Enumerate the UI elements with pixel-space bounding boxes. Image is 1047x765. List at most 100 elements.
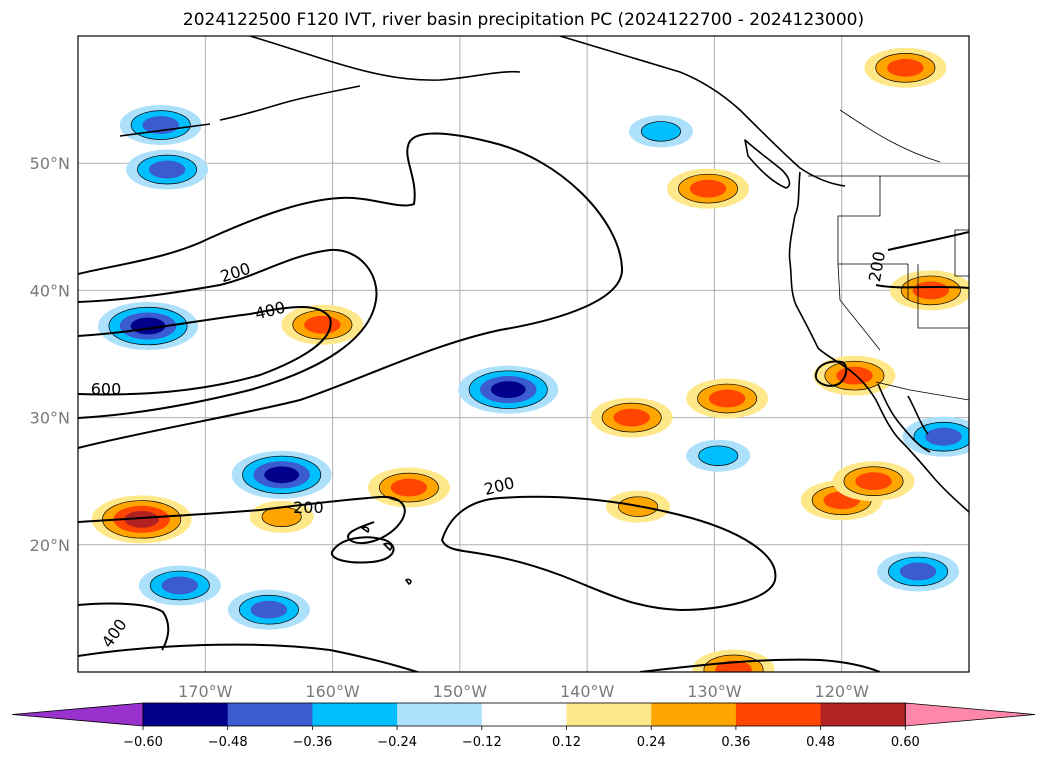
positive-pc-region-0 [91,495,192,544]
colorbar-segment [820,703,906,726]
ivt-contour-label: 600 [91,380,122,399]
pc-level-fill [855,472,892,491]
pc-level-fill [887,58,924,77]
pc-level-fill [161,576,199,595]
colorbar-extend-min [11,702,144,727]
negative-pc-region-9 [877,551,960,592]
lat-tick-label: 50°N [30,154,70,173]
negative-pc-region-0 [98,302,199,351]
coastlines [119,36,969,585]
colorbar-segment [651,703,737,726]
negative-pc-region-8 [902,416,969,457]
positive-pc-region-10 [889,270,969,311]
colorbar-segment [227,703,313,726]
pc-level-fill [390,478,428,497]
lon-tick-label: 140°W [560,682,615,701]
negative-pc-region-1 [126,149,209,190]
colorbar-segment [143,703,229,726]
colorbar-segment [566,703,652,726]
positive-pc-region-5 [686,378,769,419]
lon-tick-label: 160°W [305,682,360,701]
graticule [78,36,969,672]
pc-level-fill [698,445,739,466]
negative-pc-region-10 [686,439,751,472]
pc-level-fill [899,562,937,581]
alaska-coast [249,36,846,187]
pc-level-fill [250,600,288,619]
ivt-contour-socal [814,360,848,387]
positive-pc-region-9 [864,47,947,88]
lat-tick-label: 30°N [30,409,70,428]
colorbar-tick-label: 0.48 [806,735,835,750]
pc-level-fill [925,427,962,446]
lat-tick-label: 40°N [30,281,70,300]
negative-pc-region-2 [231,450,332,499]
lat-tick-label: 20°N [30,536,70,555]
lon-tick-label: 150°W [433,682,488,701]
colorbar-segment [397,703,483,726]
baja-california [877,383,931,453]
map-frame [77,35,970,673]
colorbar-tick-label: 0.60 [891,735,920,750]
colorbar-frame [142,702,906,727]
pc-level-fill [708,389,746,408]
colorbar-segment [735,703,822,726]
colorbar-extend-max [904,702,1036,727]
ivt-contour-label: 200 [293,498,324,517]
colorbar-tick-label: 0.24 [637,735,666,750]
colorbar-tick-label: −0.24 [377,735,417,750]
ivt-contour-600 [78,306,332,396]
colorbar-tick-label: −0.36 [292,735,332,750]
pc-level-fill [912,281,950,300]
ivt-contours [78,132,969,672]
positive-pc-region-8 [813,355,896,396]
north-america-west-coast [788,171,969,513]
lon-tick-label: 170°W [178,682,233,701]
colorbar-tick-label: 0.12 [552,735,581,750]
ivt-contour-200-north [78,132,624,449]
pc-level-fill [304,315,341,334]
lon-tick-label: 130°W [687,682,742,701]
negative-pc-region-4 [138,565,221,606]
precip-pc-fills [91,47,969,672]
hawaii-islands [361,526,412,585]
ivt-contour-200-subtropical-east [441,495,777,611]
negative-pc-region-5 [227,589,310,630]
positive-pc-region-13 [832,461,915,502]
pc-level-fill [148,160,186,179]
negative-pc-region-7 [628,115,693,148]
pc-level-fill [264,466,300,484]
ivt-contour-200-east [875,231,969,289]
pc-level-fill [490,381,526,398]
colorbar-segment [481,703,567,726]
state-borders [837,109,969,351]
axis-tick-labels: 170°W 160°W 150°W 140°W 130°W 120°W 20°N 30°N 40… [30,154,869,701]
chart-title: 2024122500 F120 IVT, river basin precipi… [183,10,864,30]
pc-level-fill [640,121,682,142]
ivt-contour-400-north [78,248,378,419]
negative-pc-region-6 [119,105,202,146]
ivt-contour-bottom [78,643,421,672]
lon-tick-label: 120°W [815,682,870,701]
pc-level-fill [613,408,650,427]
aleutian-chain [119,85,361,137]
ivt-contour-bottom-east [639,658,881,672]
positive-pc-region-1 [281,304,364,345]
positive-pc-region-4 [590,397,673,438]
map-background [78,36,969,672]
negative-pc-region-3 [458,365,559,414]
colorbar-legend: −0.60 −0.48 −0.36 −0.24 −0.12 0.12 0.24 0.36 0.4… [11,702,1036,750]
colorbar-segment [312,703,398,726]
positive-pc-region-6 [667,168,750,209]
colorbar-tick-label: −0.48 [208,735,248,750]
colorbar-tick-label: −0.12 [462,735,502,750]
positive-pc-region-3 [367,467,450,508]
pc-level-fill [124,511,160,528]
colorbar-tick-label: 0.36 [721,735,750,750]
vancouver-island [744,139,791,189]
us-mexico-border [875,381,969,401]
pc-level-fill [689,179,727,198]
ivt-contour-200-island [330,536,395,564]
